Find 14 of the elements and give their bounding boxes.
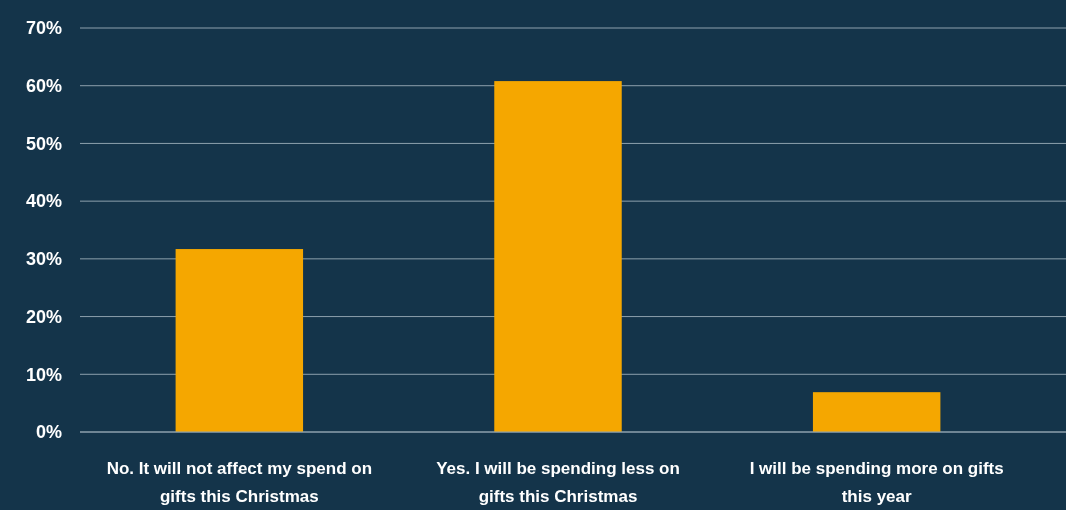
y-tick-label: 40% [25,191,62,212]
y-tick-label: 10% [25,364,62,385]
y-tick-label: 20% [25,306,62,327]
x-tick-label: No. It will not affect my spend on gifts this Christmas [106,459,373,506]
bar [175,249,304,432]
y-tick-label: 30% [25,249,62,270]
y-tick-label: 50% [25,133,62,154]
bar [494,81,622,432]
y-tick-label: 0% [35,422,62,443]
bar [812,392,941,432]
x-tick-label: I will be spending more on gifts this year [749,459,1004,506]
y-tick-label: 70% [25,18,62,39]
x-tick-label: Yes. I will be spending less on gifts this Christmas [436,459,680,506]
y-tick-label: 60% [25,76,62,97]
